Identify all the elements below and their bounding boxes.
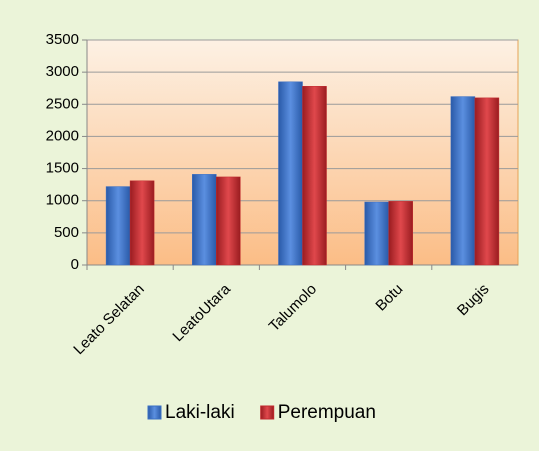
bar — [364, 201, 389, 266]
bar — [474, 97, 500, 266]
legend-label: Perempuan — [278, 402, 376, 423]
y-tick-label: 500 — [54, 224, 79, 241]
y-tick-label: 0 — [71, 256, 79, 273]
y-tick-label: 2000 — [46, 127, 79, 144]
bar — [302, 86, 327, 266]
legend-label: Laki-laki — [165, 402, 235, 423]
y-tick-label: 1000 — [46, 192, 79, 209]
y-tick-label: 3500 — [46, 31, 79, 48]
legend-swatch — [147, 405, 162, 420]
bar — [192, 174, 217, 266]
bar — [216, 176, 241, 266]
y-tick-label: 1500 — [46, 160, 79, 177]
y-tick-label: 3000 — [46, 63, 79, 80]
bar — [450, 96, 476, 266]
bar — [129, 180, 155, 266]
legend-swatch — [260, 405, 275, 420]
bar — [388, 201, 413, 266]
y-tick-label: 2500 — [46, 95, 79, 112]
bar — [278, 81, 303, 266]
bar — [105, 186, 131, 266]
